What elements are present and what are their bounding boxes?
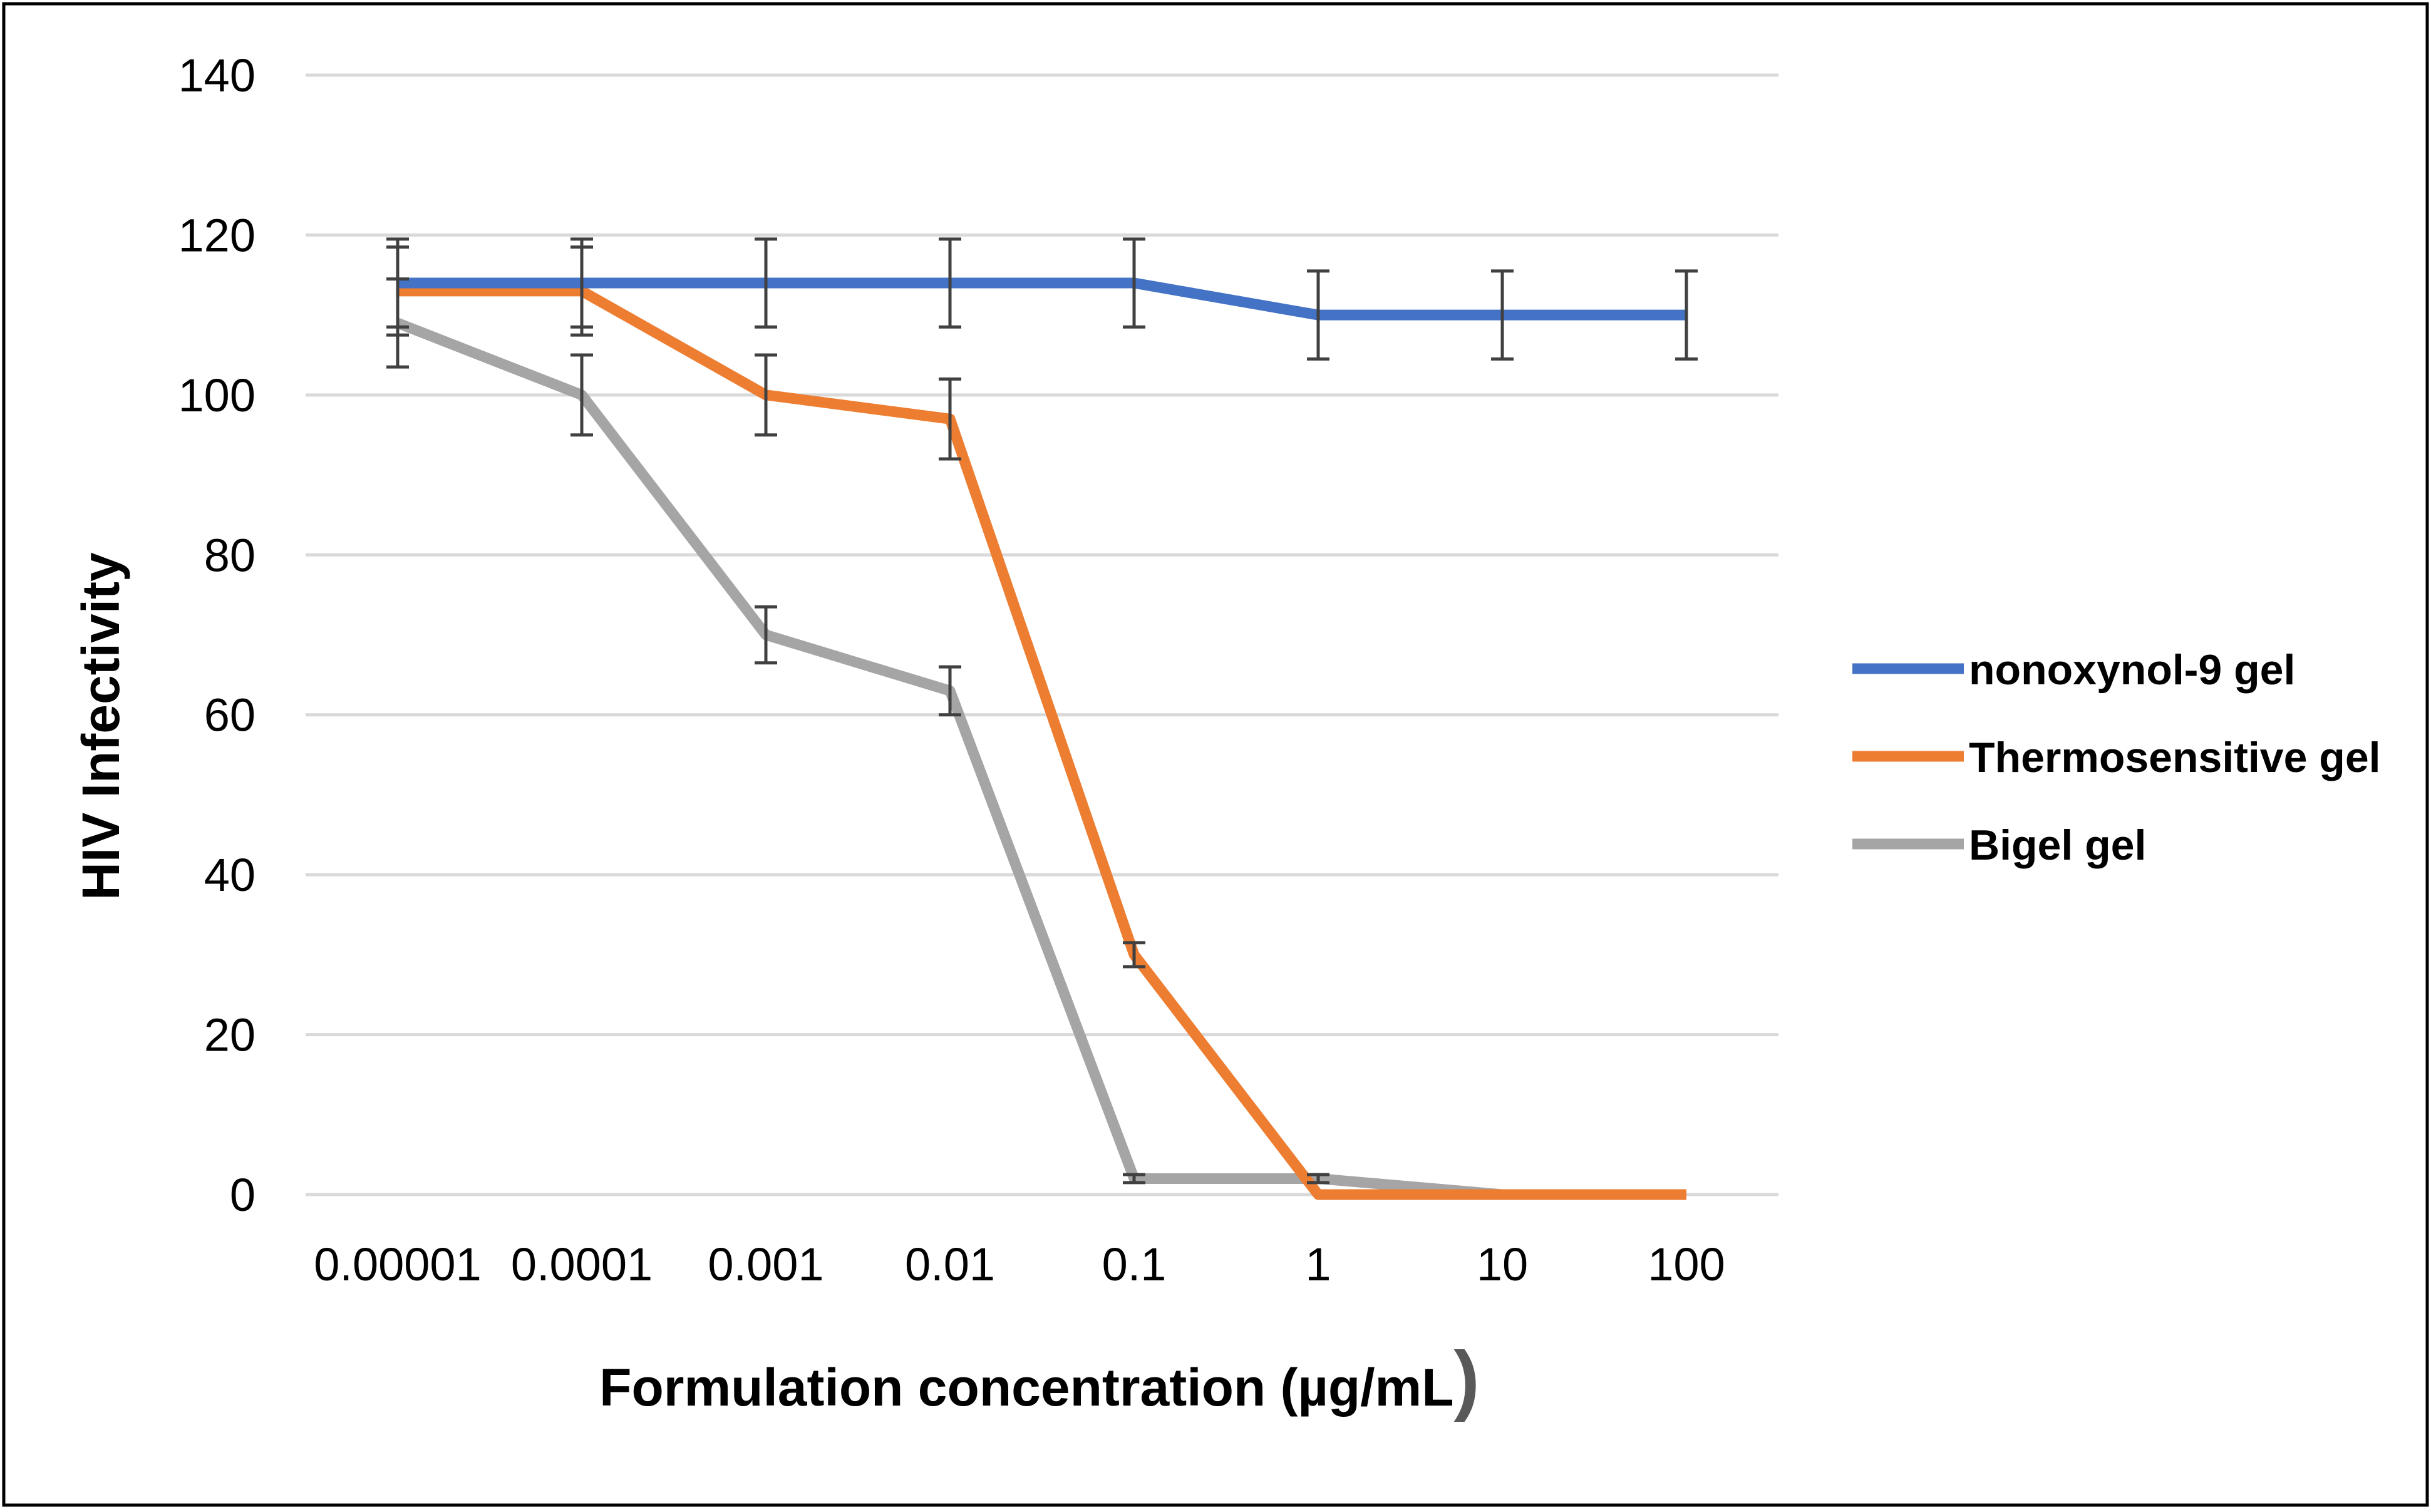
- x-tick-label: 1: [1305, 1238, 1331, 1290]
- y-axis-title: HIV Infectivity: [71, 552, 130, 900]
- x-tick-label: 10: [1477, 1238, 1528, 1290]
- x-axis-title-text: Formulation concentration (µg/mL: [599, 1358, 1453, 1417]
- x-axis-title: Formulation concentration (µg/mL): [599, 1336, 1480, 1422]
- error-bar: [1491, 269, 1514, 361]
- error-bar: [570, 353, 593, 437]
- legend-label: Thermosensitive gel: [1969, 734, 2381, 781]
- error-bar: [1307, 269, 1329, 361]
- x-tick-label: 0.00001: [314, 1238, 482, 1290]
- y-tick-label: 100: [178, 369, 255, 421]
- error-bar: [1123, 941, 1145, 969]
- error-bar: [1675, 269, 1698, 361]
- x-tick-label: 0.01: [905, 1238, 995, 1290]
- x-tick-label: 100: [1648, 1238, 1725, 1290]
- legend-label: Bigel gel: [1969, 821, 2146, 869]
- error-bar: [1307, 1173, 1329, 1185]
- series-line-1: [398, 285, 1686, 1200]
- y-tick-label: 60: [204, 689, 255, 741]
- x-tick-label: 0.0001: [511, 1238, 653, 1290]
- y-tick-label: 20: [204, 1009, 255, 1061]
- error-bar: [386, 277, 409, 369]
- y-tick-label: 0: [230, 1169, 255, 1221]
- series-line-0: [398, 277, 1686, 321]
- x-axis-ticks: 0.00001 0.0001 0.001 0.01 0.1 1 10 100: [314, 1238, 1725, 1290]
- y-axis-ticks: 0 20 40 60 80 100 120 140: [178, 49, 255, 1221]
- x-tick-label: 0.1: [1102, 1238, 1167, 1290]
- error-bar: [755, 237, 777, 329]
- legend-item: Bigel gel: [1852, 821, 2146, 869]
- error-bar: [939, 237, 961, 329]
- legend: nonoxynol-9 gel Thermosensitive gel Bigel …: [1852, 646, 2381, 869]
- y-tick-label: 80: [204, 529, 255, 581]
- legend-item: Thermosensitive gel: [1852, 734, 2381, 781]
- error-bar: [939, 665, 961, 717]
- error-bar: [1123, 237, 1145, 329]
- x-axis-title-paren: ): [1454, 1336, 1480, 1422]
- error-bar: [1123, 1173, 1145, 1185]
- y-tick-label: 120: [178, 209, 255, 261]
- y-tick-label: 140: [178, 49, 255, 101]
- legend-item: nonoxynol-9 gel: [1852, 646, 2295, 694]
- error-bar: [570, 245, 593, 337]
- series-lines: [395, 277, 1686, 1200]
- legend-label: nonoxynol-9 gel: [1969, 646, 2295, 694]
- error-bar: [755, 605, 777, 665]
- error-bars: [386, 237, 1698, 1185]
- y-tick-label: 40: [204, 849, 255, 901]
- error-bar: [939, 377, 961, 461]
- x-tick-label: 0.001: [708, 1238, 823, 1290]
- error-bar: [755, 353, 777, 437]
